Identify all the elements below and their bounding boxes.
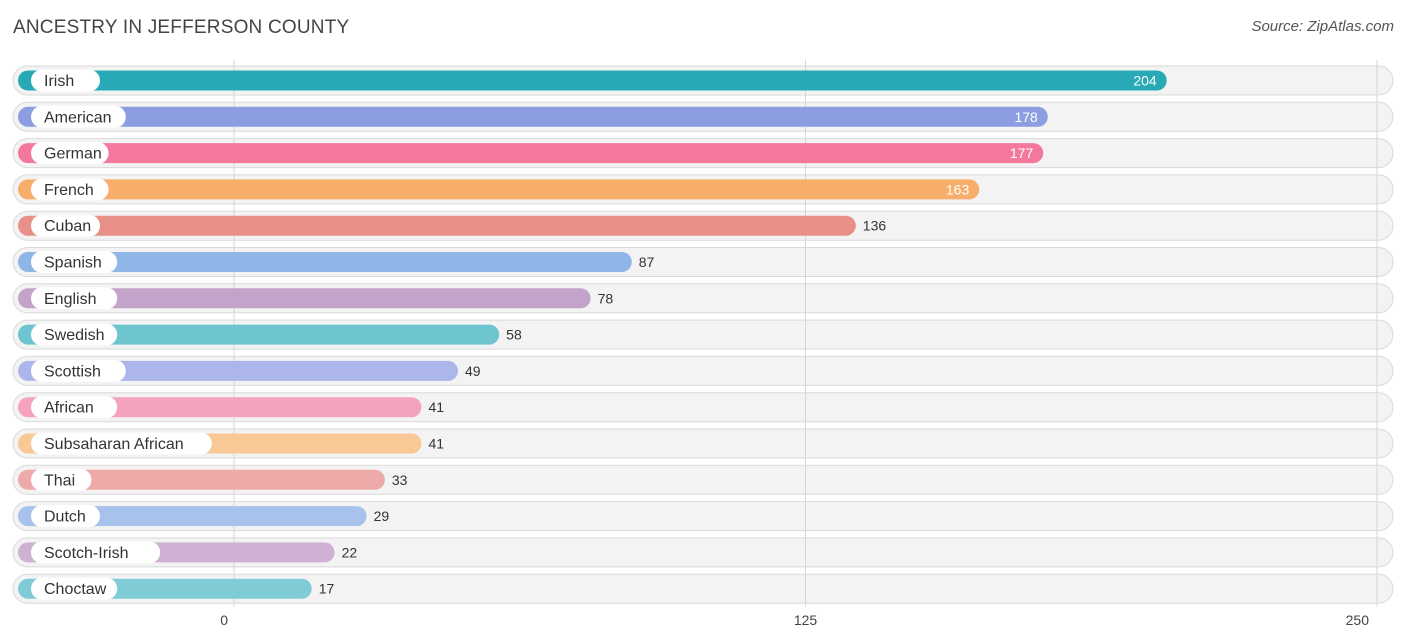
category-label: Spanish (44, 255, 102, 272)
category-pill (31, 396, 118, 419)
bar (18, 215, 856, 236)
bar-group: Swedish 58 (18, 323, 522, 346)
category-label: Thai (44, 472, 75, 489)
category-pill (31, 541, 161, 564)
category-label: American (44, 109, 112, 126)
bar-group: Subsaharan African 41 (18, 432, 444, 455)
bar (18, 397, 422, 418)
category-pill (31, 359, 126, 382)
bar (18, 288, 591, 309)
value-label: 41 (428, 399, 444, 415)
category-pill (31, 577, 118, 600)
value-label: 58 (506, 327, 522, 343)
value-label: 163 (946, 181, 970, 197)
bar-group: Thai 33 (18, 468, 408, 491)
bar-group: Scotch-Irish 22 (18, 541, 358, 564)
value-label: 22 (342, 544, 358, 560)
bar-group: American 178 (18, 105, 1048, 128)
value-label: 41 (428, 436, 444, 452)
bar-group: English 78 (18, 287, 614, 310)
row-background (12, 573, 1394, 604)
chart-title: ANCESTRY IN JEFFERSON COUNTY (13, 17, 350, 38)
bar (18, 179, 980, 200)
category-label: Scottish (44, 363, 101, 380)
category-pill (31, 432, 212, 455)
bar-group: French 163 (18, 178, 980, 201)
value-label: 204 (1133, 73, 1157, 89)
category-pill (31, 468, 92, 491)
category-pill (31, 178, 109, 201)
category-pill (31, 505, 100, 528)
value-label: 177 (1010, 145, 1034, 161)
category-label: African (44, 400, 94, 417)
category-pill (31, 105, 126, 128)
category-pill (31, 142, 109, 165)
category-label: Irish (44, 73, 74, 90)
value-label: 29 (374, 508, 390, 524)
bar (18, 360, 459, 381)
category-label: Swedish (44, 327, 104, 344)
category-pill (31, 251, 118, 273)
category-label: Dutch (44, 509, 86, 526)
category-label: English (44, 291, 96, 308)
bar (18, 469, 385, 490)
value-label: 33 (392, 472, 408, 488)
value-label: 17 (319, 581, 335, 597)
bar-group: African 41 (18, 396, 444, 419)
tick-label: 250 (1346, 612, 1370, 628)
category-label: Scotch-Irish (44, 545, 128, 562)
category-label: Subsaharan African (44, 436, 184, 453)
value-label: 49 (465, 363, 481, 379)
bar (18, 70, 1167, 91)
category-pill (31, 69, 100, 92)
value-label: 87 (639, 254, 655, 270)
bar-group: German 177 (18, 142, 1044, 165)
value-label: 178 (1014, 109, 1038, 125)
category-label: Choctaw (44, 581, 107, 598)
category-label: Cuban (44, 218, 91, 235)
bar (18, 143, 1044, 164)
bar-group: Irish 204 (18, 69, 1167, 92)
bar (18, 106, 1048, 127)
tick-label: 125 (794, 612, 818, 628)
row-background (12, 537, 1394, 568)
category-label: German (44, 146, 102, 163)
source-note: Source: ZipAtlas.com (1251, 18, 1394, 35)
bar-group: Scottish 49 (18, 359, 481, 382)
bar-group: Cuban 136 (18, 214, 887, 237)
value-label: 78 (598, 290, 614, 306)
bar-group: Choctaw 17 (18, 577, 335, 600)
bar-group: Dutch 29 (18, 505, 390, 528)
bar (18, 324, 500, 345)
bar (18, 506, 367, 527)
category-label: French (44, 182, 94, 199)
value-label: 136 (863, 218, 887, 234)
bar (18, 252, 632, 272)
bar-group: Spanish 87 (18, 251, 655, 273)
tick-label: 0 (220, 612, 228, 628)
category-pill (31, 287, 118, 310)
category-pill (31, 214, 100, 237)
category-pill (31, 323, 118, 346)
